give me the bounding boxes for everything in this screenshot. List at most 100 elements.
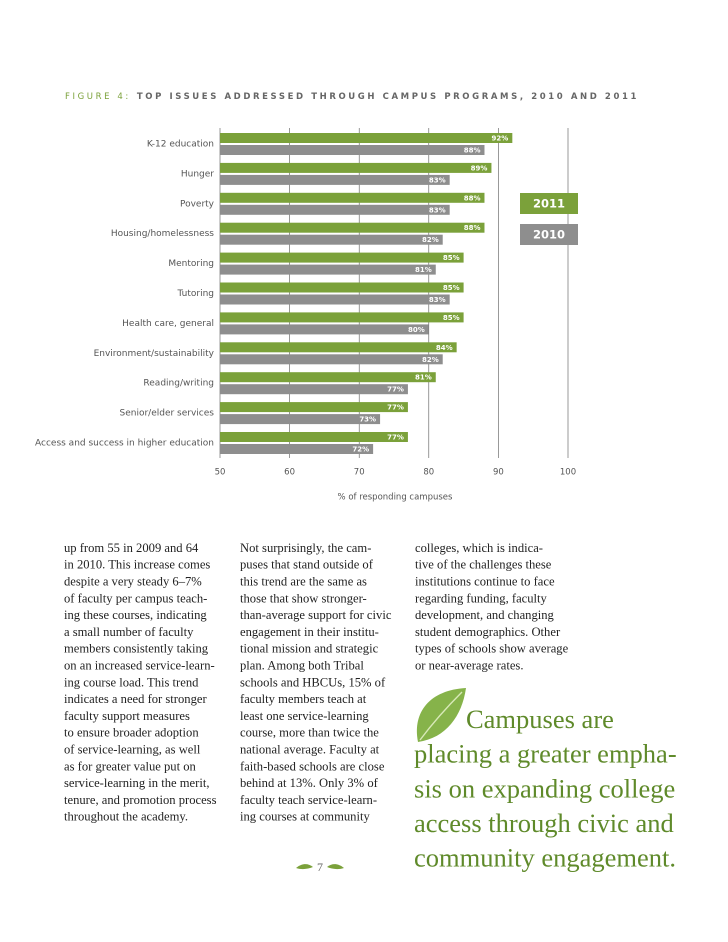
value-label: 85%: [443, 314, 460, 322]
x-tick-label: 90: [493, 468, 504, 478]
body-text-line: faculty support measures: [64, 709, 190, 723]
leaf-icon: [416, 688, 466, 742]
bar: [220, 372, 436, 383]
category-label: Mentoring: [168, 259, 214, 269]
bar: [220, 384, 408, 395]
body-text-line: course, more than twice the: [240, 726, 379, 740]
body-text-line: national average. Faculty at: [240, 742, 380, 756]
body-text-line: tional mission and strategic: [240, 642, 379, 656]
page-number: 7: [317, 860, 323, 874]
pull-quote-line: access through civic and: [414, 808, 674, 838]
value-label: 82%: [422, 236, 439, 244]
value-label: 81%: [415, 266, 432, 274]
body-text-line: engagement in their institu-: [240, 625, 379, 639]
body-text-line: to ensure broader adoption: [64, 726, 199, 740]
body-text-line: faith-based schools are close: [240, 759, 385, 773]
body-text-line: Not surprisingly, the cam-: [240, 541, 371, 555]
bar: [220, 432, 408, 442]
body-text-line: a small number of faculty: [64, 625, 194, 639]
body-text-line: faculty teach service-learn-: [240, 793, 377, 807]
body-text-line: of service-learning, as well: [64, 742, 201, 756]
body-text-line: student demographics. Other: [415, 625, 561, 639]
figure-title: FIGURE 4: TOP ISSUES ADDRESSED THROUGH CA…: [65, 92, 639, 102]
body-text-line: colleges, which is indica-: [415, 541, 543, 555]
value-label: 88%: [464, 147, 481, 155]
body-text-line: regarding funding, faculty: [415, 591, 548, 605]
body-text-line: ing these courses, indicating: [64, 608, 207, 622]
category-label: Reading/writing: [143, 379, 214, 389]
bar: [220, 234, 443, 245]
category-label: Tutoring: [177, 289, 215, 299]
value-label: 81%: [415, 374, 432, 382]
bar: [220, 414, 381, 425]
body-text-line: on an increased service-learn-: [64, 658, 215, 672]
body-text-line: up from 55 in 2009 and 64: [64, 541, 199, 555]
bar: [220, 174, 450, 185]
value-label: 73%: [359, 416, 376, 424]
x-tick-label: 60: [284, 468, 295, 478]
bar: [220, 222, 485, 233]
value-label: 85%: [443, 254, 460, 262]
pull-quote-line: placing a greater empha-: [414, 739, 677, 769]
bar: [220, 312, 464, 323]
category-label: Access and success in higher education: [35, 439, 214, 449]
body-text-line: types of schools show average: [415, 642, 569, 656]
bar: [220, 354, 443, 365]
body-text-line: tive of the challenges these: [415, 558, 552, 572]
body-text-line: than-average support for civic: [240, 608, 392, 622]
x-tick-label: 80: [423, 468, 434, 478]
figure-label: FIGURE 4:: [65, 92, 131, 102]
value-label: 89%: [471, 164, 488, 172]
body-text-line: throughout the academy.: [64, 810, 188, 824]
category-label: Health care, general: [122, 319, 214, 329]
bar: [220, 204, 450, 215]
bar: [220, 342, 457, 353]
pull-quote-line: community engagement.: [414, 842, 676, 872]
category-label: Poverty: [180, 199, 215, 209]
body-text-line: faculty members teach at: [240, 692, 367, 706]
legend-label: 2010: [533, 228, 565, 242]
bar: [220, 133, 513, 143]
body-text-line: in 2010. This increase comes: [64, 558, 210, 572]
value-label: 88%: [464, 224, 481, 232]
bar: [220, 294, 450, 305]
value-label: 83%: [429, 176, 446, 184]
pull-quote-line: Campuses are: [466, 704, 614, 734]
bar: [220, 162, 492, 173]
value-label: 92%: [492, 135, 509, 143]
body-text-line: ing courses at community: [240, 810, 370, 824]
category-label: Housing/homelessness: [111, 229, 214, 239]
x-tick-label: 50: [215, 468, 226, 478]
value-label: 83%: [429, 296, 446, 304]
legend-label: 2011: [533, 197, 565, 211]
bar: [220, 145, 485, 155]
bar: [220, 192, 485, 203]
category-label: Hunger: [181, 169, 214, 179]
value-label: 82%: [422, 356, 439, 364]
page-ornament: [296, 864, 344, 870]
value-label: 88%: [464, 194, 481, 202]
body-text-line: institutions continue to face: [415, 574, 555, 588]
bar: [220, 324, 429, 335]
body-text-line: service-learning in the merit,: [64, 776, 209, 790]
bar: [220, 444, 374, 454]
body-text-line: those that show stronger-: [240, 591, 367, 605]
category-label: Environment/sustainability: [94, 349, 215, 359]
value-label: 77%: [387, 404, 404, 412]
body-text-line: development, and changing: [415, 608, 555, 622]
x-axis-label: % of responding campuses: [338, 493, 453, 503]
body-text-line: of faculty per campus teach-: [64, 591, 207, 605]
body-text-line: despite a very steady 6–7%: [64, 574, 202, 588]
figure-title-text: TOP ISSUES ADDRESSED THROUGH CAMPUS PROG…: [137, 92, 639, 102]
pull-quote-line: sis on expanding college: [414, 773, 675, 803]
category-label: K-12 education: [147, 140, 214, 150]
value-label: 77%: [387, 434, 404, 442]
category-label: Senior/elder services: [120, 409, 215, 419]
value-label: 83%: [429, 206, 446, 214]
bar: [220, 402, 408, 413]
body-text-line: schools and HBCUs, 15% of: [240, 675, 386, 689]
value-label: 85%: [443, 284, 460, 292]
body-text-line: behind at 13%. Only 3% of: [240, 776, 379, 790]
body-text-line: members consistently taking: [64, 642, 209, 656]
